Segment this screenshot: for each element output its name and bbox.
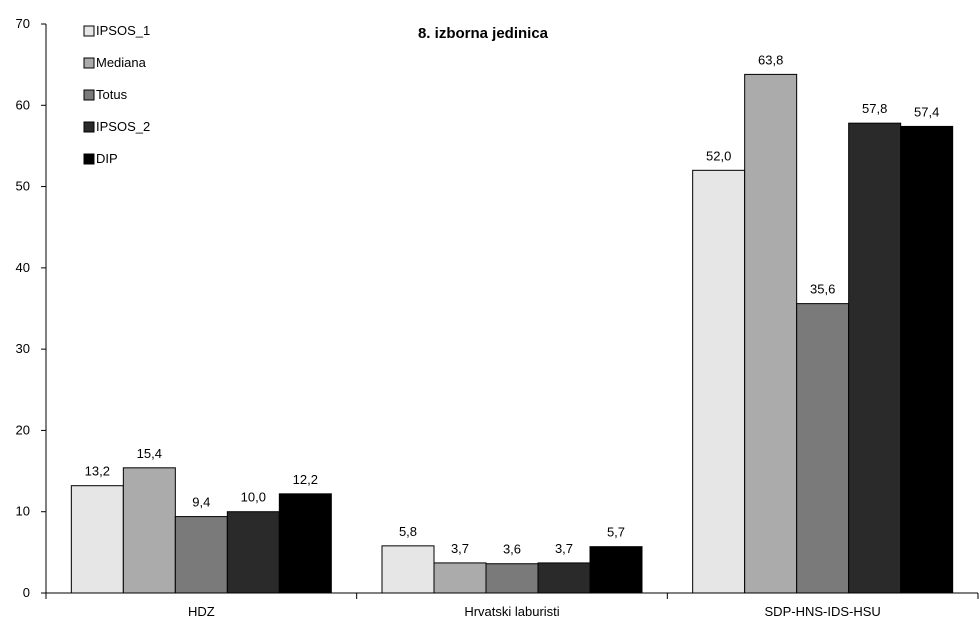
bar bbox=[433, 562, 487, 594]
data-label: 63,8 bbox=[758, 52, 783, 67]
data-label: 57,4 bbox=[914, 104, 939, 119]
legend-swatch bbox=[83, 121, 95, 133]
bar bbox=[796, 303, 850, 594]
legend-swatch bbox=[83, 89, 95, 101]
legend-label: Mediana bbox=[96, 55, 147, 70]
y-tick-label: 10 bbox=[16, 504, 30, 519]
legend-label: DIP bbox=[96, 151, 118, 166]
data-label: 9,4 bbox=[192, 495, 210, 510]
bar bbox=[226, 511, 280, 594]
legend-swatch bbox=[83, 57, 95, 69]
x-category-label: SDP-HNS-IDS-HSU bbox=[765, 604, 881, 619]
bar bbox=[485, 563, 539, 594]
bar bbox=[589, 546, 643, 594]
legend-label: IPSOS_1 bbox=[96, 23, 150, 38]
y-tick-label: 30 bbox=[16, 341, 30, 356]
data-label: 57,8 bbox=[862, 101, 887, 116]
bar bbox=[848, 122, 902, 594]
bar bbox=[900, 125, 954, 594]
data-label: 3,7 bbox=[451, 541, 469, 556]
legend-swatch bbox=[83, 153, 95, 165]
legend-label: IPSOS_2 bbox=[96, 119, 150, 134]
axes: 0 10 20 30 40 50 60 70 HDZ Hrvatski laburisti SDP-… bbox=[16, 16, 979, 619]
data-labels: 13,2 15,4 9,4 10,0 12,2 5,8 3,7 3,6 3,7 5,7 52,0 63… bbox=[85, 52, 940, 556]
y-tick-label: 60 bbox=[16, 97, 30, 112]
data-label: 12,2 bbox=[293, 472, 318, 487]
legend-swatch bbox=[83, 25, 95, 37]
bar bbox=[744, 73, 798, 594]
data-label: 5,7 bbox=[607, 525, 625, 540]
bar bbox=[537, 562, 591, 594]
x-category-label: HDZ bbox=[188, 604, 215, 619]
y-tick-label: 40 bbox=[16, 260, 30, 275]
y-tick-label: 0 bbox=[23, 585, 30, 600]
x-category-label: Hrvatski laburisti bbox=[464, 604, 559, 619]
bar bbox=[692, 169, 746, 594]
y-tick-label: 50 bbox=[16, 179, 30, 194]
legend: IPSOS_1 Mediana Totus IPSOS_2 DIP bbox=[83, 23, 150, 166]
data-label: 5,8 bbox=[399, 524, 417, 539]
data-label: 15,4 bbox=[137, 446, 162, 461]
bar bbox=[122, 467, 176, 594]
data-label: 10,0 bbox=[241, 490, 266, 505]
bar bbox=[381, 545, 435, 594]
chart-title: 8. izborna jedinica bbox=[418, 25, 549, 42]
bars bbox=[70, 73, 954, 594]
y-tick-label: 20 bbox=[16, 422, 30, 437]
bar bbox=[70, 485, 124, 594]
data-label: 52,0 bbox=[706, 148, 731, 163]
legend-label: Totus bbox=[96, 87, 128, 102]
data-label: 3,6 bbox=[503, 542, 521, 557]
data-label: 3,7 bbox=[555, 541, 573, 556]
data-label: 35,6 bbox=[810, 282, 835, 297]
bar bbox=[278, 493, 332, 594]
y-tick-label: 70 bbox=[16, 16, 30, 31]
data-label: 13,2 bbox=[85, 464, 110, 479]
bar bbox=[174, 516, 228, 594]
